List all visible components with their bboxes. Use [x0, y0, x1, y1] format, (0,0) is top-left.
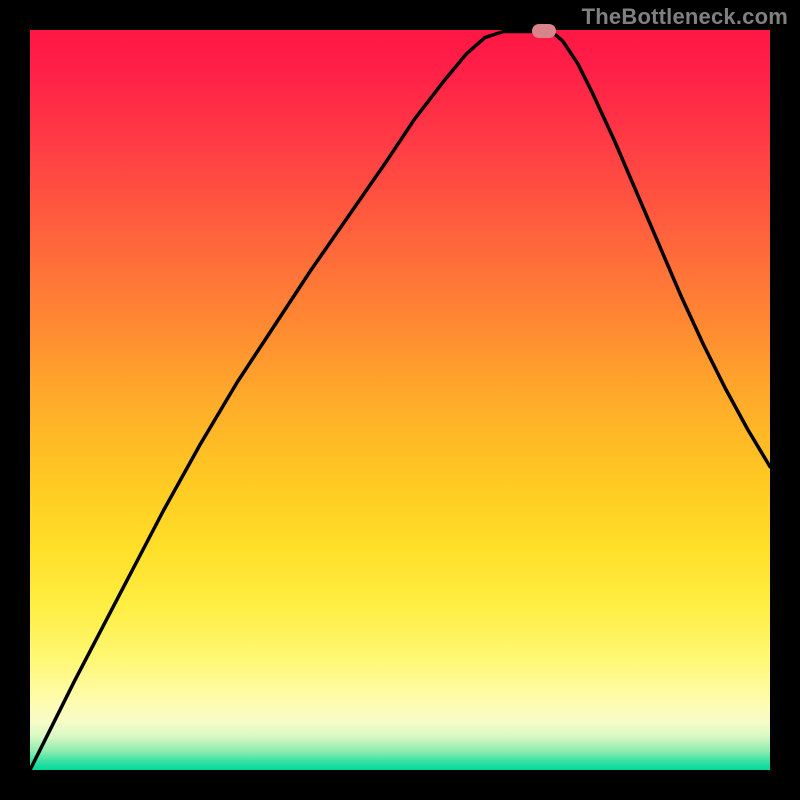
bottleneck-chart	[0, 0, 800, 800]
minimum-marker	[532, 24, 556, 38]
